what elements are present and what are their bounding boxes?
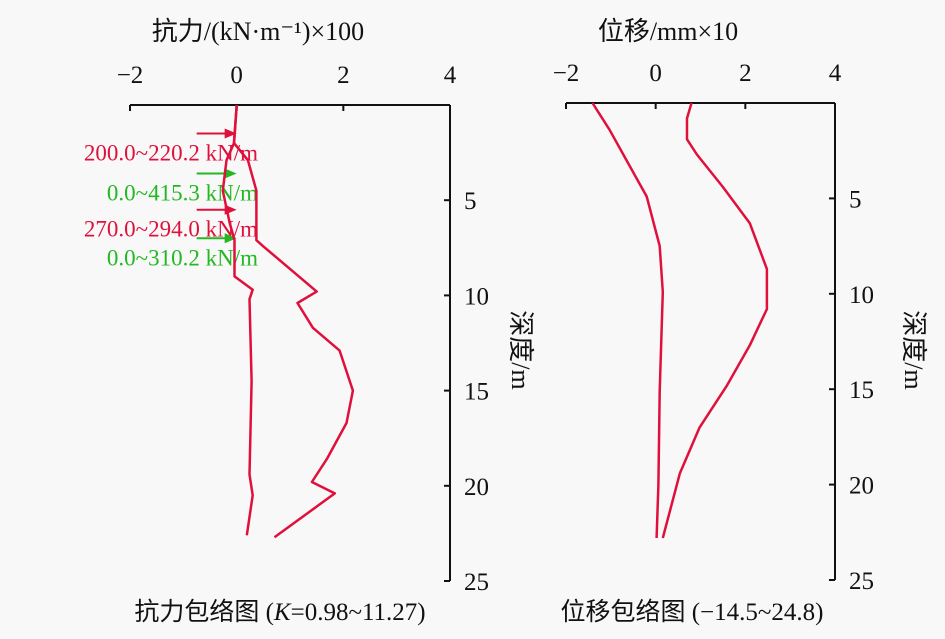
y-tick-label: 5: [464, 188, 477, 215]
series-line-1: [232, 104, 355, 539]
y-axis-label: 深度/m: [899, 310, 928, 389]
y-tick-label: 20: [849, 473, 874, 500]
x-tick-label: 4: [829, 60, 842, 87]
y-axis-label: 深度/m: [506, 310, 535, 389]
chart-caption: 抗力包络图 (K=0.98~11.27): [134, 598, 425, 626]
chart-title: 位移/mm×10: [598, 17, 738, 46]
y-tick-label: 10: [849, 282, 874, 309]
y-tick-label: 25: [849, 568, 874, 595]
x-tick-label: 0: [649, 60, 662, 87]
resistance-envelope-chart: 抗力/(kN·m⁻¹)×100 −2 0 2 4 5 10 15 20 25 深度/m 抗力包…: [84, 17, 535, 626]
arrow-head-icon: [224, 168, 237, 179]
series-line-0: [221, 104, 254, 536]
chart-title: 抗力/(kN·m⁻¹)×100: [152, 17, 364, 46]
x-tick-label: 4: [444, 62, 457, 89]
load-annotation: 0.0~415.3 kN/m: [107, 181, 258, 206]
y-tick-label: 25: [464, 569, 489, 596]
arrow-head-icon: [224, 233, 237, 244]
load-annotation: 200.0~220.2 kN/m: [84, 141, 258, 166]
y-tick-label: 15: [464, 379, 489, 406]
x-tick-label: −2: [117, 62, 144, 89]
series-line-0: [591, 102, 665, 539]
x-tick-label: 0: [230, 62, 243, 89]
displacement-envelope-chart: 位移/mm×10 −2 0 2 4 5 10 15 20 25 深度/m 位移包络图 (−14…: [553, 17, 928, 626]
y-tick-label: 5: [849, 186, 862, 213]
y-tick-label: 10: [464, 283, 489, 310]
x-tick-label: −2: [553, 60, 580, 87]
load-annotation: 0.0~310.2 kN/m: [107, 245, 258, 270]
y-tick-label: 15: [849, 377, 874, 404]
x-tick-label: 2: [739, 60, 752, 87]
chart-caption: 位移包络图 (−14.5~24.8): [560, 598, 823, 626]
y-tick-label: 20: [464, 474, 489, 501]
arrow-head-icon: [224, 128, 237, 139]
series-line-1: [661, 102, 769, 539]
x-tick-label: 2: [337, 62, 350, 89]
